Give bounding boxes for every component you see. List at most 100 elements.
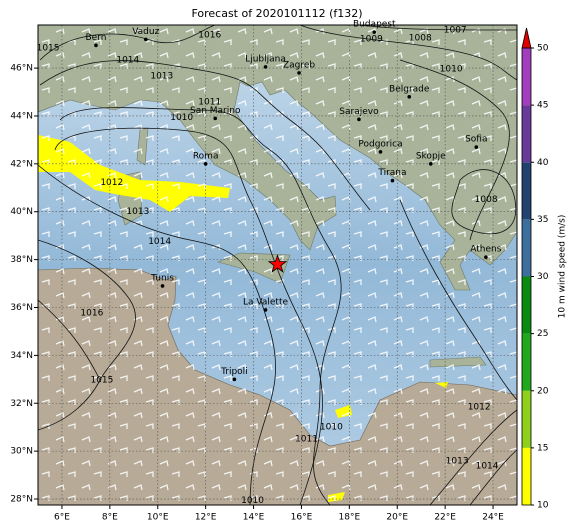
colorbar-segment (522, 162, 531, 220)
city-label: Tripoli (220, 367, 248, 377)
isobar-label: 1010 (320, 422, 343, 432)
city-dot (372, 30, 377, 34)
lon-tick-label: 16°E (291, 513, 313, 523)
colorbar-segment (522, 447, 531, 505)
isobar-label: 1014 (476, 461, 499, 471)
colorbar-tick-label: 25 (537, 329, 548, 339)
city-dot (357, 117, 361, 122)
colorbar-segment (522, 333, 531, 391)
city-dot (407, 95, 412, 99)
city-dot (474, 145, 479, 149)
city-label: San Marino (190, 106, 241, 116)
isobar-label: 1015 (37, 43, 60, 53)
colorbar: 10 15 20 25 30 35 40 45 50 10 m wind speed (m/s) (521, 27, 568, 511)
city-dot (263, 65, 268, 69)
colorbar-segment (522, 48, 531, 106)
lat-tick-label: 42°N (10, 159, 33, 169)
lat-tick-label: 36°N (10, 303, 33, 313)
lon-tick-label: 22°E (434, 513, 456, 523)
isobar-label: 1016 (80, 309, 103, 319)
city-dot (213, 116, 218, 121)
isobar-label: 1008 (409, 33, 432, 43)
title: Forecast of 2020101112 (f132) (191, 7, 362, 20)
isobar-label: 1010 (440, 64, 463, 74)
colorbar-tick-label: 45 (537, 101, 548, 111)
colorbar-tick-label: 20 (537, 386, 549, 396)
city-dot (428, 162, 433, 166)
colorbar-segment (522, 105, 531, 163)
isobar-label: 1013 (446, 456, 469, 466)
isobar-label: 1007 (444, 26, 467, 36)
colorbar-segment (522, 276, 531, 334)
isobar-label: 1008 (475, 195, 498, 205)
city-label: Ljubljana (245, 54, 286, 64)
colorbar-segment (522, 219, 531, 277)
lat-tick-label: 44°N (10, 111, 33, 121)
lat-tick-label: 46°N (10, 64, 33, 74)
city-dot (203, 162, 208, 166)
isobar-label: 1010 (241, 496, 264, 506)
lon-tick-label: 8°E (102, 513, 118, 523)
lon-tick-label: 14°E (243, 513, 265, 523)
colorbar-tick-label: 40 (537, 158, 549, 168)
city-label: Belgrade (389, 84, 430, 94)
city-dot (378, 150, 383, 154)
city-label: Sarajevo (339, 107, 379, 117)
city-dot (232, 377, 237, 382)
lat-tick-label: 40°N (10, 207, 33, 217)
lon-tick-label: 10°E (147, 513, 169, 523)
colorbar-tick-label: 30 (537, 272, 549, 282)
city-label: Podgorica (358, 139, 402, 149)
city-dot (160, 284, 165, 288)
city-label: Sofia (465, 135, 487, 145)
city-label: Athens (470, 245, 501, 255)
map-area (38, 25, 517, 505)
isobar-label: 1013 (150, 71, 173, 81)
lon-tick-label: 24°E (482, 513, 504, 523)
isobar-label: 1014 (116, 55, 139, 65)
city-label: Roma (193, 151, 219, 161)
lat-tick-label: 32°N (10, 399, 33, 409)
lat-tick-label: 28°N (10, 495, 33, 505)
city-label: Zagreb (283, 60, 315, 70)
city-label: Vaduz (132, 27, 159, 37)
isobar-label: 1016 (198, 31, 221, 41)
city-dot (484, 255, 488, 260)
lat-tick-label: 38°N (10, 255, 33, 265)
isobar-label: 1009 (360, 34, 383, 44)
colorbar-tick-label: 15 (537, 443, 548, 453)
isobar-label: 1011 (198, 97, 221, 107)
colorbar-segment (522, 390, 531, 448)
lon-tick-label: 20°E (386, 513, 408, 523)
isobar-label: 1012 (468, 403, 491, 413)
city-label: Skopje (416, 151, 446, 161)
city-dot (263, 308, 268, 312)
city-label: Bern (85, 33, 106, 43)
city-dot (94, 43, 98, 48)
isobars (38, 25, 517, 505)
city-label: Tirana (377, 168, 406, 178)
isobar-label: 1015 (90, 376, 113, 386)
lon-tick-label: 18°E (339, 513, 361, 523)
isobar-label: 1012 (100, 178, 123, 188)
city-label: Tunis (150, 273, 174, 283)
colorbar-extension (521, 27, 532, 49)
colorbar-tick-label: 35 (537, 215, 548, 225)
lon-tick-label: 12°E (195, 513, 217, 523)
isobar-label: 1014 (148, 237, 171, 247)
isobar-label: 1010 (170, 113, 193, 123)
colorbar-tick-label: 50 (537, 44, 549, 54)
isobar-label: 1013 (126, 207, 149, 217)
isobar-label: 1011 (295, 434, 318, 444)
city-dot (297, 71, 301, 75)
city-dot (390, 178, 395, 183)
lon-tick-label: 6°E (54, 513, 70, 523)
colorbar-label: 10 m wind speed (m/s) (558, 215, 568, 319)
lat-tick-label: 30°N (10, 447, 33, 457)
city-label: La Valette (243, 297, 288, 307)
colorbar-tick-label: 10 (537, 501, 549, 511)
lat-tick-label: 34°N (10, 351, 33, 361)
location-star (267, 254, 288, 273)
city-dot (143, 37, 148, 42)
